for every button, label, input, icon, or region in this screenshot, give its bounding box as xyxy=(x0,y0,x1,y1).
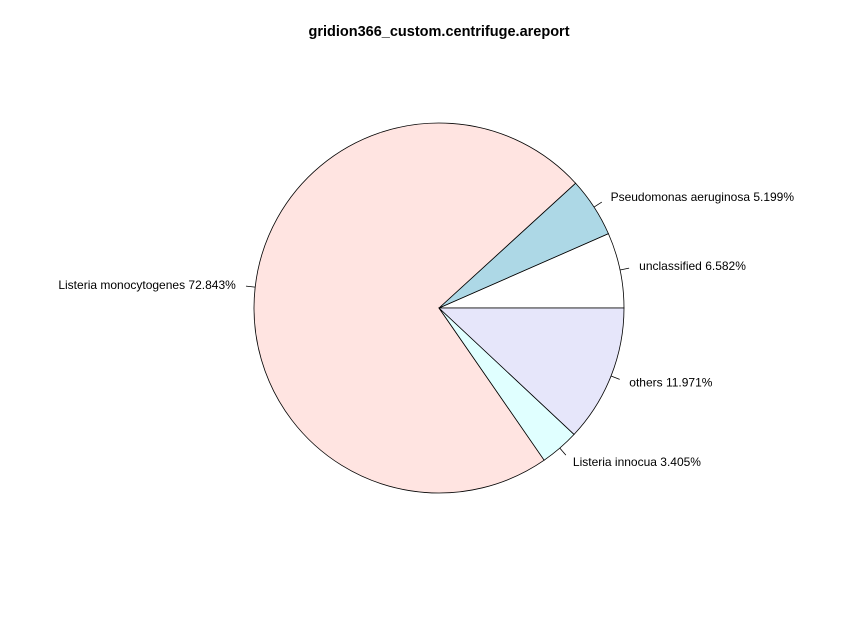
slice-leader-line xyxy=(610,375,620,380)
slice-label: Listeria innocua 3.405% xyxy=(573,455,701,469)
slice-label: Listeria monocytogenes 72.843% xyxy=(58,278,236,292)
slice-leader-line xyxy=(245,285,256,288)
slice-label: unclassified 6.582% xyxy=(639,259,746,273)
slice-leader-line xyxy=(559,447,567,456)
pie-slice xyxy=(437,307,625,435)
slice-label: others 11.971% xyxy=(629,376,712,390)
pie-slice xyxy=(253,122,577,494)
pie-slices xyxy=(253,122,625,494)
slice-label: Pseudomonas aeruginosa 5.199% xyxy=(611,190,795,204)
pie-labels: unclassified 6.582% Pseudomonas aeruginos… xyxy=(58,190,794,469)
slice-leader-line xyxy=(593,201,603,208)
slice-leader-line xyxy=(619,267,630,271)
chart-title: gridion366_custom.centrifuge.areport xyxy=(308,24,569,40)
